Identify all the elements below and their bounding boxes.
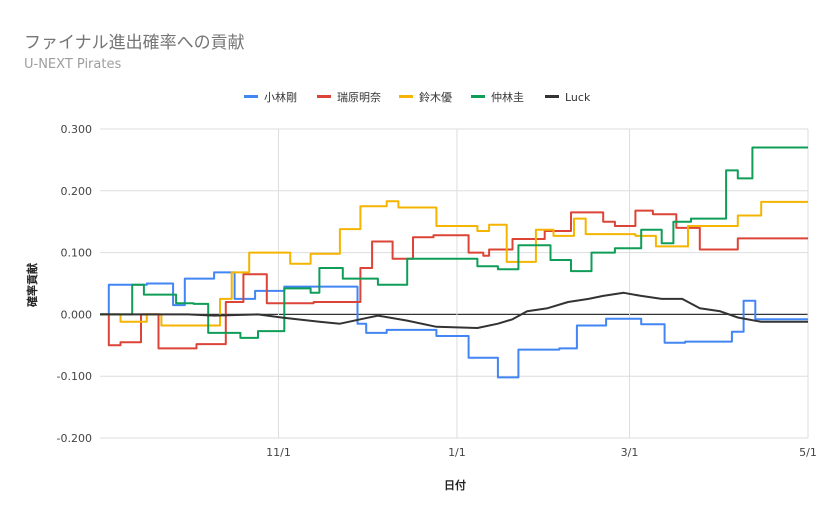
legend-swatch (317, 95, 331, 98)
x-tick-label: 1/1 (448, 446, 466, 459)
legend-label: 小林剛 (264, 90, 297, 104)
legend-swatch (471, 95, 485, 98)
series-line-鈴木優 (100, 200, 808, 327)
y-tick-label: 0.100 (61, 247, 93, 260)
series-line-小林剛 (100, 271, 808, 379)
x-tick-label: 11/1 (266, 446, 291, 459)
legend-label: 仲林圭 (491, 90, 524, 104)
x-axis-label: 日付 (444, 478, 466, 492)
y-tick-label: 0.200 (61, 185, 93, 198)
x-tick-label: 5/1 (799, 446, 817, 459)
y-tick-label: 0.300 (61, 123, 93, 136)
tick-labels: -0.200 -0.100 0.000 0.100 0.200 0.300 11/1 1/1 3… (57, 123, 817, 459)
legend-label: Luck (565, 91, 591, 104)
legend-label: 鈴木優 (419, 90, 452, 104)
legend-swatch (545, 95, 559, 98)
gridlines (100, 128, 809, 439)
x-tick-label: 3/1 (621, 446, 639, 459)
series-line-瑞原明奈 (100, 209, 808, 350)
y-tick-label: -0.200 (57, 432, 92, 445)
series-lines (100, 146, 808, 379)
series-line-仲林圭 (100, 146, 808, 339)
y-tick-label: 0.000 (61, 308, 93, 321)
legend-label: 瑞原明奈 (337, 90, 381, 104)
y-tick-label: -0.100 (57, 370, 92, 383)
y-axis-label: 確率貢献 (25, 263, 39, 307)
legend: 小林剛 瑞原明奈 鈴木優 仲林圭 Luck (244, 90, 591, 104)
chart-subtitle: U-NEXT Pirates (24, 57, 122, 72)
chart-title: ファイナル進出確率への貢献 (24, 33, 245, 53)
legend-swatch (399, 95, 413, 98)
series-line-Luck (100, 291, 808, 329)
legend-swatch (244, 95, 258, 98)
